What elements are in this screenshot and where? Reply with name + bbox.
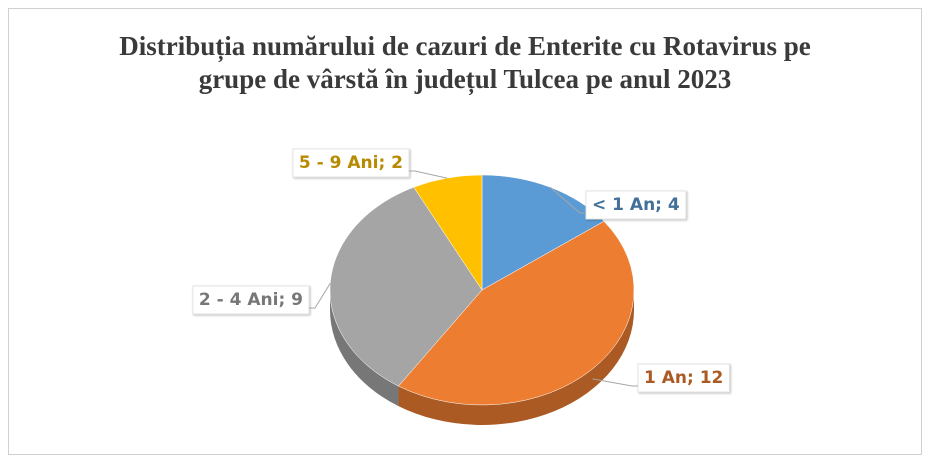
- data-label-box: [585, 190, 687, 220]
- data-label-box: [292, 148, 410, 178]
- slice: [398, 221, 635, 406]
- data-label: 5 - 9 Ani; 2: [299, 153, 403, 173]
- data-label: 2 - 4 Ani; 9: [199, 290, 303, 310]
- slice: [413, 174, 483, 291]
- leader-line: [592, 378, 638, 387]
- leader-line: [409, 170, 448, 179]
- chart-title: Distribuția numărului de cazuri de Enter…: [119, 31, 811, 94]
- slice: [329, 186, 483, 387]
- leader-line: [309, 283, 331, 309]
- data-label: 1 An; 12: [644, 368, 723, 388]
- slice-side: [330, 290, 399, 407]
- data-label-box: [637, 363, 730, 393]
- data-label-box: [192, 285, 310, 315]
- data-label: < 1 An; 4: [592, 195, 680, 215]
- slice-side: [398, 290, 634, 425]
- leader-line: [549, 186, 586, 214]
